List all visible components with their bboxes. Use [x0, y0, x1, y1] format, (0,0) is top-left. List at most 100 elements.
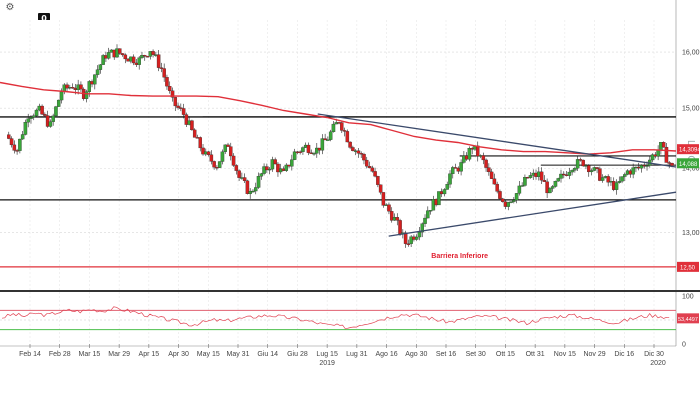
- x-tick-label: Giu 14: [257, 351, 278, 358]
- candle-up: [414, 236, 419, 240]
- candle-down: [495, 183, 499, 192]
- candle-up: [426, 210, 430, 219]
- price-tag: [677, 144, 699, 155]
- candle-down: [395, 217, 400, 221]
- x-tick-label: Set 16: [436, 351, 456, 358]
- candle-down: [484, 159, 488, 168]
- main-plot-area: [0, 20, 676, 288]
- candle-up: [567, 171, 572, 176]
- candle-down: [664, 146, 669, 163]
- candle-up: [428, 210, 433, 212]
- x-tick-label: Mar 15: [79, 351, 101, 358]
- candle-down: [351, 147, 355, 151]
- candle-down: [340, 122, 344, 131]
- candle-up: [56, 99, 61, 107]
- y-tick-label: 15,00: [682, 106, 700, 113]
- candle-up: [320, 138, 325, 151]
- candle-down: [389, 211, 394, 221]
- candle-up: [559, 173, 563, 179]
- candle-down: [545, 181, 549, 194]
- candle-up: [223, 144, 227, 152]
- candle-down: [500, 198, 505, 202]
- candle-down: [231, 155, 236, 166]
- y-tick-label: 13,00: [682, 230, 700, 237]
- candle-down: [595, 167, 599, 169]
- candle-down: [165, 77, 169, 87]
- barrier-tag: [677, 261, 699, 272]
- candle-down: [170, 90, 175, 98]
- candle-up: [548, 188, 552, 194]
- candle-down: [151, 51, 155, 55]
- price-tag: [677, 158, 699, 169]
- candle-down: [298, 151, 302, 153]
- candle-up: [315, 147, 319, 154]
- candle-down: [70, 87, 75, 89]
- candle-up: [137, 57, 141, 65]
- x-tick-label: Giu 28: [287, 351, 308, 358]
- candle-up: [517, 185, 522, 194]
- candle-down: [362, 153, 366, 161]
- x-tick-label: Apr 15: [139, 351, 160, 358]
- x-tick-label: Ott 31: [526, 351, 545, 358]
- rsi-value-tag: [677, 313, 699, 324]
- candle-up: [331, 123, 336, 133]
- candle-down: [348, 141, 352, 148]
- x-tick-label: Dic 30: [644, 351, 664, 358]
- candle-up: [284, 164, 289, 171]
- candle-down: [43, 114, 47, 116]
- candle-down: [265, 166, 269, 171]
- candle-up: [220, 151, 225, 162]
- candle-down: [162, 68, 166, 78]
- candle-down: [229, 146, 233, 157]
- candle-up: [650, 154, 655, 161]
- candle-down: [542, 180, 547, 182]
- candle-down: [167, 86, 172, 91]
- candle-up: [251, 190, 255, 193]
- candle-down: [578, 159, 583, 161]
- candle-up: [106, 52, 111, 59]
- candle-down: [403, 232, 408, 244]
- candle-down: [184, 114, 189, 125]
- year-label: 2019: [319, 360, 335, 367]
- candle-up: [514, 193, 519, 201]
- candle-up: [570, 170, 574, 173]
- x-tick-label: Nov 15: [554, 351, 576, 358]
- candle-up: [59, 91, 64, 101]
- candle-up: [140, 55, 144, 58]
- candle-down: [45, 115, 50, 127]
- candle-up: [301, 147, 305, 152]
- support-trendline: [388, 191, 677, 237]
- candle-up: [409, 236, 413, 244]
- resistance-trendline: [317, 113, 677, 168]
- candle-down: [598, 168, 602, 181]
- candle-up: [509, 201, 513, 203]
- candle-down: [242, 177, 247, 182]
- candle-down: [373, 171, 377, 177]
- gear-icon[interactable]: ⚙: [5, 2, 15, 13]
- candle-up: [32, 115, 36, 118]
- x-tick-label: Ago 30: [405, 351, 427, 358]
- candle-down: [670, 162, 674, 166]
- candle-up: [48, 121, 53, 127]
- candle-up: [26, 118, 30, 123]
- candle-down: [387, 204, 391, 212]
- rsi-value-label: 53,4497: [678, 317, 698, 323]
- candle-down: [381, 192, 386, 206]
- candle-down: [356, 150, 361, 154]
- candle-down: [123, 54, 128, 60]
- candle-up: [292, 151, 297, 160]
- candle-up: [592, 167, 597, 171]
- candle-down: [176, 105, 180, 108]
- candle-up: [656, 149, 660, 157]
- candle-up: [259, 173, 264, 177]
- candle-up: [87, 81, 92, 92]
- candle-up: [51, 115, 55, 122]
- candle-down: [245, 180, 250, 194]
- candle-up: [553, 180, 558, 187]
- candle-up: [312, 153, 316, 155]
- candle-down: [487, 167, 491, 173]
- candle-up: [573, 168, 577, 171]
- candle-down: [489, 171, 494, 179]
- candle-up: [34, 109, 39, 116]
